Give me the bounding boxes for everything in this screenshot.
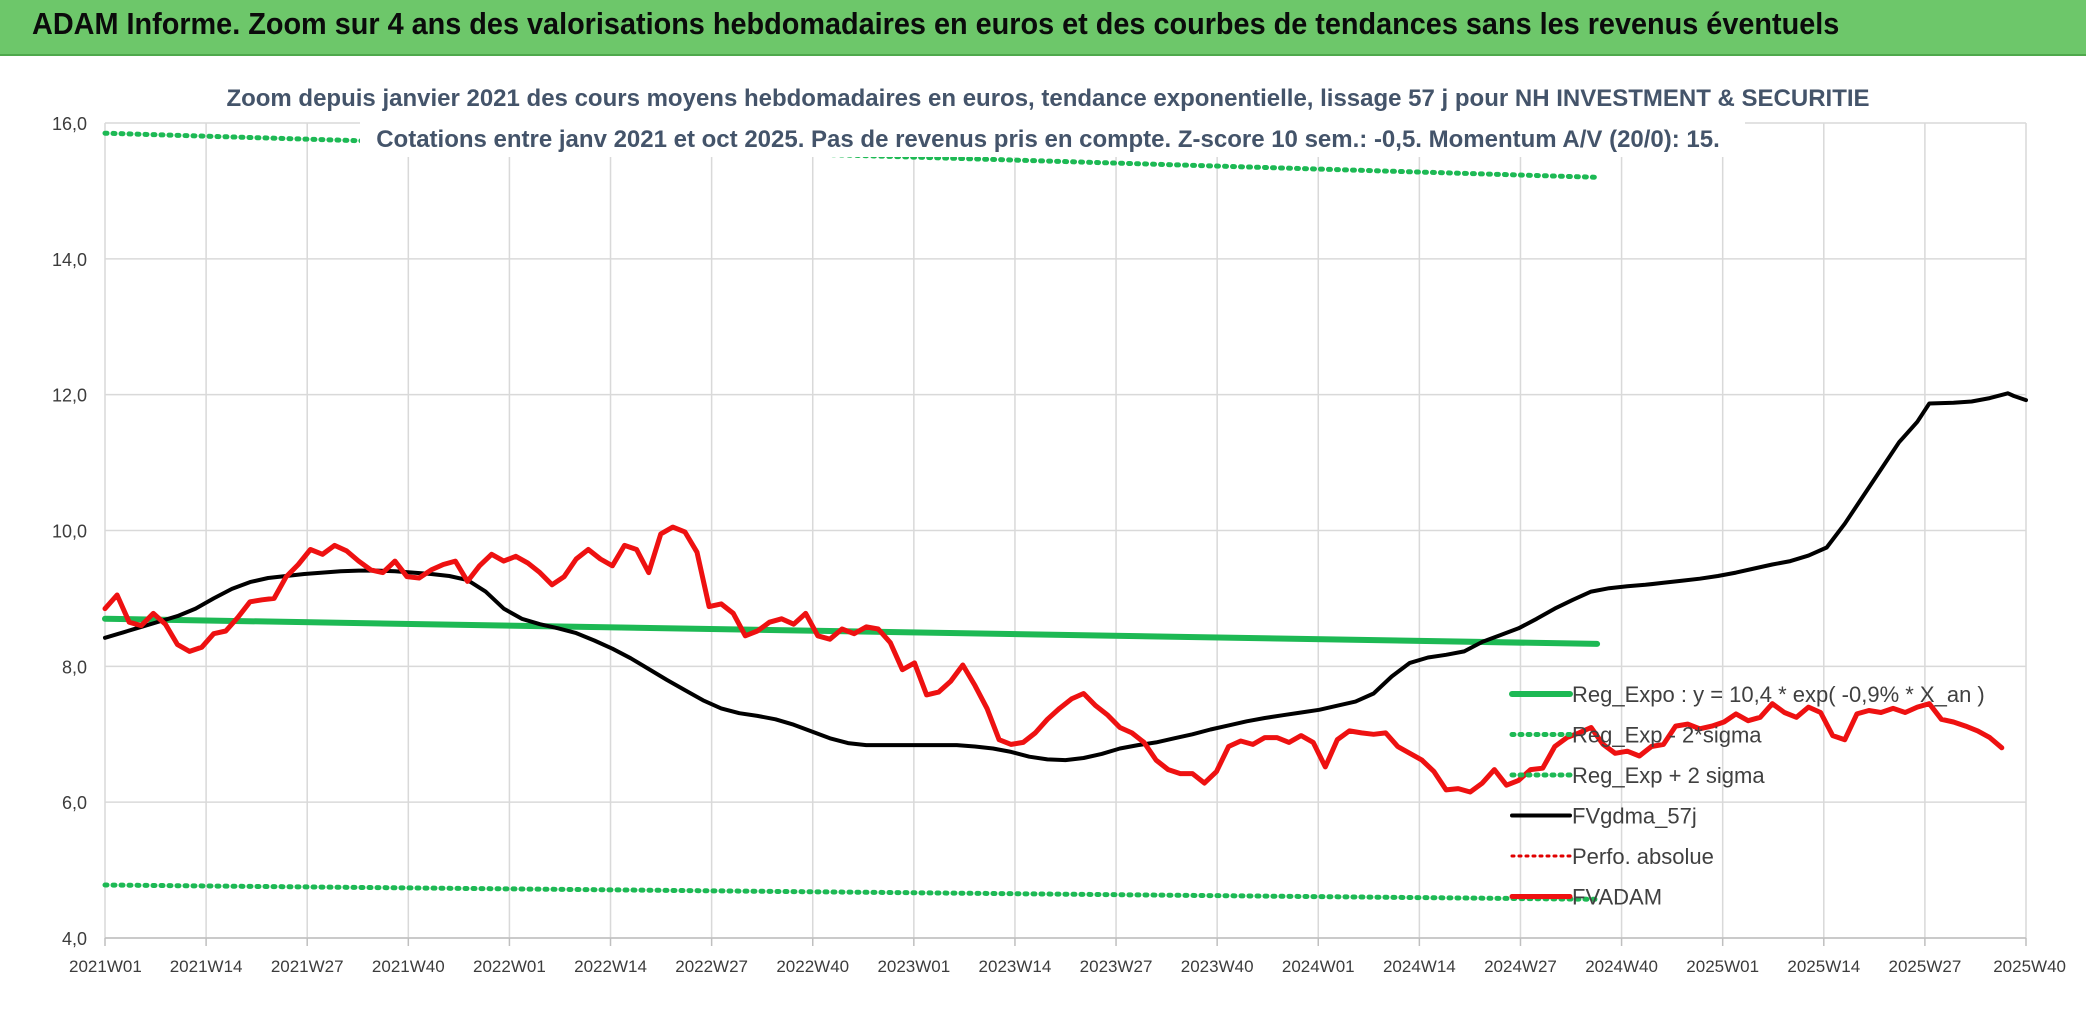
title-banner: ADAM Informe. Zoom sur 4 ans des valoris… bbox=[0, 0, 2086, 56]
legend-label: Reg_Exp - 2*sigma bbox=[1572, 723, 1762, 748]
x-tick-label: 2023W27 bbox=[1080, 957, 1153, 976]
x-tick-label: 2024W01 bbox=[1282, 957, 1355, 976]
legend-label: FVgdma_57j bbox=[1572, 804, 1697, 829]
x-tick-label: 2025W14 bbox=[1787, 957, 1860, 976]
chart-svg: 4,0 6,0 8,0 10,0 12,0 14,0 16,0 2021W01 2021W14 2… bbox=[52, 76, 2066, 976]
x-tick-label: 2023W01 bbox=[877, 957, 950, 976]
x-tick-label: 2023W40 bbox=[1181, 957, 1254, 976]
y-tick-label: 14,0 bbox=[52, 250, 87, 270]
y-tick-label: 4,0 bbox=[62, 929, 87, 949]
grid-layer bbox=[104, 122, 2027, 939]
legend-label: Reg_Expo : y = 10,4 * exp( -0,9% * X_an … bbox=[1572, 682, 1985, 707]
x-tick-label: 2024W27 bbox=[1484, 957, 1557, 976]
x-tick-label: 2025W40 bbox=[1993, 957, 2066, 976]
x-tick-label: 2022W40 bbox=[776, 957, 849, 976]
x-tick-label: 2021W40 bbox=[372, 957, 445, 976]
x-tick-label: 2025W01 bbox=[1686, 957, 1759, 976]
chart-area: 4,0 6,0 8,0 10,0 12,0 14,0 16,0 2021W01 2021W14 2… bbox=[0, 56, 2086, 1031]
title-backdrop-1 bbox=[235, 76, 1855, 116]
legend-label: Reg_Exp + 2 sigma bbox=[1572, 763, 1765, 788]
y-tick-label: 10,0 bbox=[52, 522, 87, 542]
y-tick-label: 16,0 bbox=[52, 114, 87, 134]
banner-title: ADAM Informe. Zoom sur 4 ans des valoris… bbox=[32, 6, 1840, 41]
title-backdrop-2 bbox=[360, 117, 1745, 157]
x-tick-label: 2022W14 bbox=[574, 957, 647, 976]
x-tick-label: 2024W14 bbox=[1383, 957, 1456, 976]
chart-title-line2: Cotations entre janv 2021 et oct 2025. P… bbox=[376, 126, 1720, 153]
legend-label: Perfo. absolue bbox=[1572, 844, 1714, 869]
x-tick-label: 2024W40 bbox=[1585, 957, 1658, 976]
x-tick-label: 2021W01 bbox=[69, 957, 142, 976]
y-tick-label: 8,0 bbox=[62, 657, 87, 677]
x-tick-label: 2022W27 bbox=[675, 957, 748, 976]
x-tick-label: 2022W01 bbox=[473, 957, 546, 976]
series-layer bbox=[102, 76, 2028, 902]
y-tick-label: 12,0 bbox=[52, 386, 87, 406]
legend: Reg_Expo : y = 10,4 * exp( -0,9% * X_an … bbox=[1509, 682, 1985, 910]
series-line-1 bbox=[102, 882, 1600, 902]
x-tick-label: 2025W27 bbox=[1889, 957, 1962, 976]
chart-title-line1: Zoom depuis janvier 2021 des cours moyen… bbox=[226, 85, 1869, 112]
axis-layer: 4,0 6,0 8,0 10,0 12,0 14,0 16,0 2021W01 2021W14 2… bbox=[52, 114, 2066, 976]
x-tick-label: 2021W27 bbox=[271, 957, 344, 976]
series-line-5 bbox=[102, 524, 2005, 795]
y-tick-label: 6,0 bbox=[62, 793, 87, 813]
legend-label: FVADAM bbox=[1572, 885, 1662, 910]
x-tick-label: 2021W14 bbox=[170, 957, 243, 976]
x-tick-label: 2023W14 bbox=[979, 957, 1052, 976]
